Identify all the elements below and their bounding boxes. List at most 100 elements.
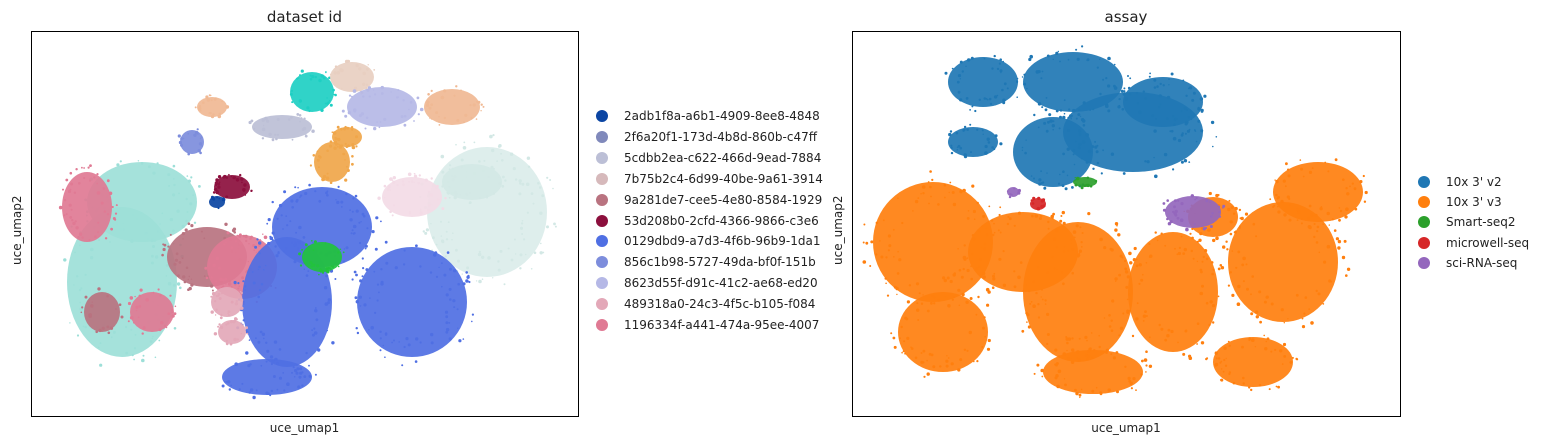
cell-point [1231, 250, 1234, 252]
cell-point [311, 240, 313, 242]
cell-point [996, 67, 1000, 71]
cell-point [334, 136, 337, 139]
cell-point [1121, 108, 1125, 111]
cell-point [1217, 267, 1221, 271]
cell-point [133, 321, 135, 324]
cell-point [373, 89, 375, 91]
cell-point [1047, 120, 1050, 124]
cell-point [337, 185, 340, 188]
cell-point [1086, 176, 1090, 180]
cell-point [1182, 252, 1186, 256]
cell-point [371, 230, 375, 234]
cell-point [1281, 363, 1284, 365]
cell-point [187, 179, 191, 183]
cluster-body [357, 247, 467, 357]
cell-point [241, 181, 243, 184]
cell-point [443, 89, 447, 93]
cell-point [1045, 129, 1049, 133]
cell-point [1212, 268, 1215, 271]
cell-point [1151, 114, 1155, 118]
cell-point [444, 310, 449, 314]
cell-point [1244, 212, 1249, 216]
cluster [424, 85, 485, 126]
cell-point [1176, 253, 1179, 256]
cell-point [444, 255, 447, 258]
cell-point [896, 272, 900, 275]
cell-point [1200, 129, 1204, 133]
cell-point [1014, 187, 1016, 189]
cell-point [438, 115, 440, 118]
cell-point [1085, 183, 1089, 187]
cell-point [1103, 246, 1107, 250]
cell-point [240, 332, 242, 335]
cell-point [294, 369, 298, 373]
cell-point [1174, 247, 1176, 250]
cell-point [1201, 284, 1204, 288]
cell-point [1255, 235, 1258, 238]
cell-point [491, 148, 495, 153]
cell-point [1118, 273, 1121, 277]
cell-point [1238, 208, 1242, 212]
cell-point [362, 71, 367, 76]
cell-point [161, 253, 164, 257]
cell-point [77, 236, 80, 239]
cell-point [76, 334, 80, 337]
cluster [298, 240, 345, 276]
cell-point [901, 351, 903, 354]
cell-point [402, 263, 406, 266]
cell-point [120, 315, 124, 319]
cell-point [225, 105, 230, 109]
cell-point [974, 109, 977, 113]
cell-point [209, 263, 211, 265]
cell-point [430, 118, 433, 120]
cell-point [451, 175, 454, 177]
cell-point [269, 394, 272, 397]
cell-point [1033, 372, 1036, 375]
cell-point [419, 265, 422, 268]
cell-point [1064, 187, 1068, 191]
cell-point [514, 178, 518, 181]
cell-point [957, 288, 961, 292]
cell-point [1073, 163, 1076, 166]
cell-point [171, 311, 174, 314]
cell-point [539, 211, 543, 215]
cell-point [461, 273, 463, 275]
cell-point [134, 333, 137, 336]
cell-point [962, 255, 967, 260]
cell-point [1192, 91, 1196, 95]
cell-point [1282, 179, 1286, 183]
cell-point [152, 245, 155, 248]
cell-point [168, 184, 171, 187]
cell-point [1046, 312, 1050, 316]
cell-point [1035, 70, 1040, 74]
cell-point [176, 282, 181, 286]
cell-point [333, 71, 337, 75]
cell-point [1124, 97, 1129, 101]
cell-point [1013, 285, 1017, 289]
cell-point [362, 267, 365, 270]
cell-point [89, 256, 94, 260]
cluster [331, 125, 362, 150]
cell-point [445, 238, 449, 241]
cell-point [347, 59, 351, 63]
cell-point [1245, 263, 1248, 266]
cell-point [988, 205, 991, 208]
cluster [890, 292, 991, 378]
cell-point [920, 360, 924, 364]
cell-point [1302, 175, 1305, 178]
cell-point [948, 132, 952, 137]
cell-point [1084, 335, 1088, 339]
chart-title: assay [1104, 8, 1148, 26]
cell-point [329, 181, 333, 184]
cell-point [286, 382, 290, 387]
cell-point [1086, 354, 1091, 358]
cell-point [1002, 60, 1004, 63]
cell-point [114, 212, 118, 215]
cell-point [275, 134, 277, 136]
cell-point [318, 78, 322, 83]
cell-point [916, 302, 919, 305]
cell-point [410, 180, 414, 184]
cell-point [1066, 349, 1068, 352]
cell-point [1094, 140, 1097, 143]
cell-point [96, 173, 99, 176]
